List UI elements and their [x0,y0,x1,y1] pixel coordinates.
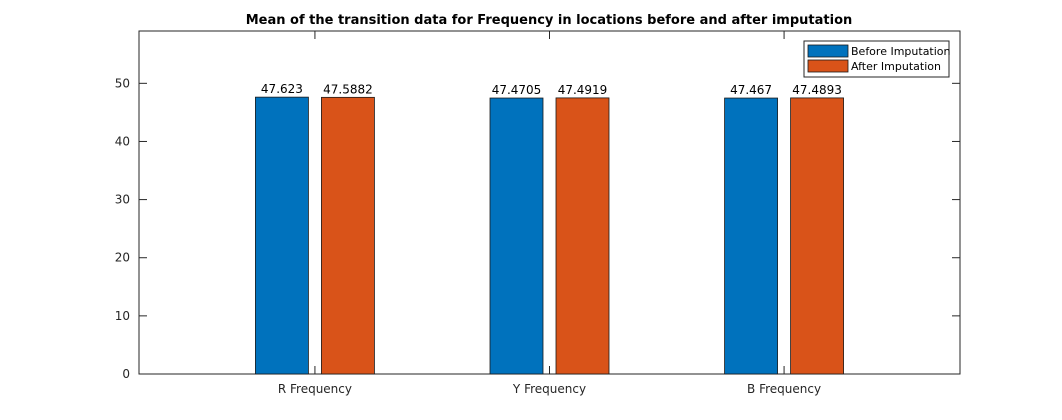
chart-title: Mean of the transition data for Frequenc… [246,13,853,28]
bar-after [555,97,610,375]
y-tick-label: 40 [115,134,130,148]
data-label: 47.5882 [323,82,373,96]
y-tick-label: 30 [115,193,130,207]
y-tick-label: 50 [115,76,130,90]
y-tick-label: 0 [122,367,130,381]
y-tick-label: 10 [115,309,130,323]
y-axis: 0 10 20 30 40 50 [115,76,960,381]
legend-label: Before Imputation [851,45,951,58]
legend-label: After Imputation [851,60,941,73]
legend: Before Imputation After Imputation [803,40,951,78]
bar-after [790,97,844,375]
data-label: 47.4919 [558,83,608,97]
bar-before [255,96,309,375]
data-label: 47.467 [730,83,772,97]
x-tick-label: B Frequency [747,382,821,396]
x-axis: R Frequency Y Frequency B Frequency [278,31,821,396]
bar-after [321,96,375,375]
data-labels: 47.623 47.4705 47.467 47.5882 47.4919 47.4893 [261,82,842,97]
legend-swatch [807,44,849,58]
data-label: 47.623 [261,82,303,96]
bar-before [724,97,778,375]
x-tick-label: Y Frequency [512,382,586,396]
bar-before [489,97,544,375]
bars [255,96,844,375]
data-label: 47.4705 [492,83,542,97]
data-label: 47.4893 [792,83,842,97]
legend-swatch [807,59,849,73]
y-tick-label: 20 [115,251,130,265]
x-tick-label: R Frequency [278,382,352,396]
